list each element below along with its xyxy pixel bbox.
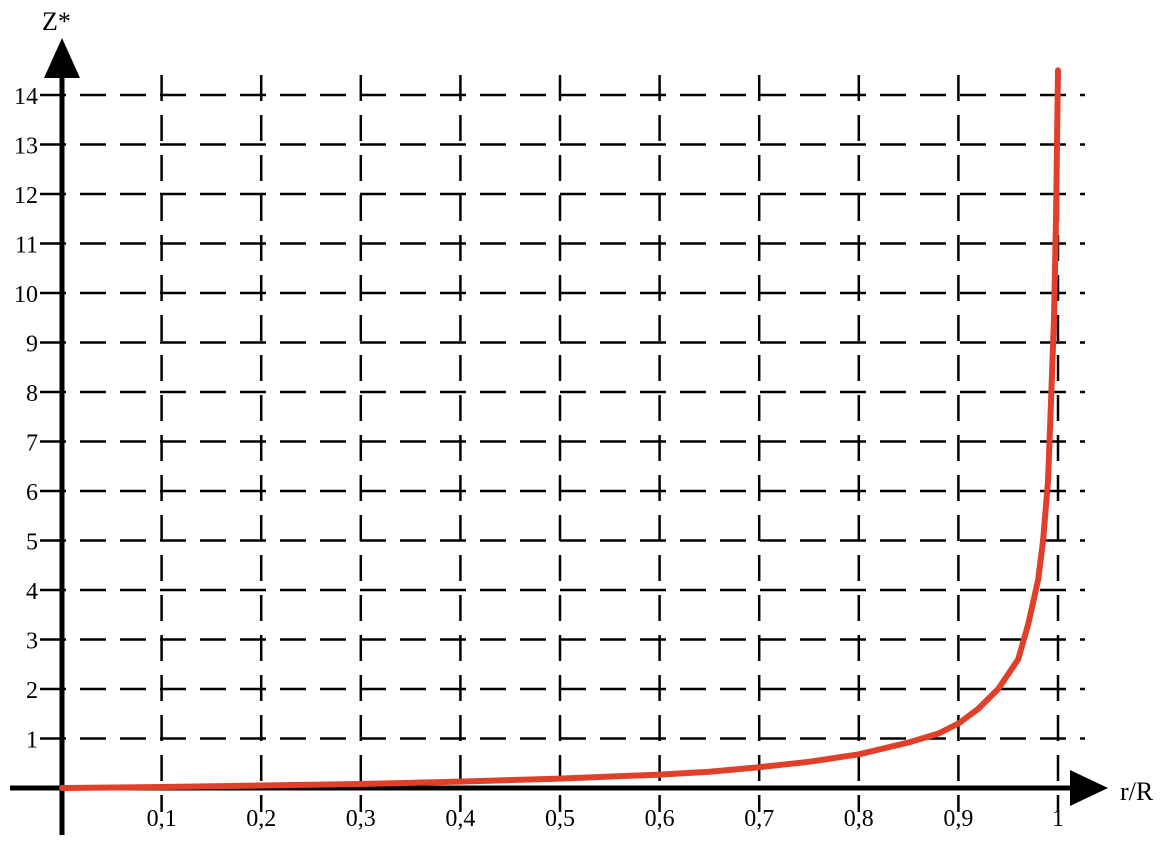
y-tick-label: 3 (26, 629, 38, 655)
series-group (59, 67, 1061, 791)
x-tick-label: 0,9 (943, 806, 973, 832)
y-tick-label: 1 (26, 728, 38, 754)
x-tick-label: 0,5 (545, 806, 575, 832)
y-axis-arrow (44, 38, 80, 78)
series-line (59, 67, 1061, 791)
x-tick-label: 1 (1052, 806, 1064, 832)
y-tick-label: 4 (26, 579, 38, 605)
x-tick-label: 0,3 (346, 806, 376, 832)
x-axis-title: r/R (1120, 777, 1154, 806)
x-tick-label: 0,2 (246, 806, 276, 832)
x-tick-label: 0,6 (645, 806, 675, 832)
y-tick-label: 8 (26, 381, 38, 407)
x-axis-arrow (1070, 770, 1108, 806)
x-tick-labels: 0,1 0,2 0,3 0,4 0,5 0,6 0,7 0,8 0,9 1 (147, 806, 1064, 832)
y-tick-label: 12 (14, 183, 38, 209)
x-tick-label: 0,7 (744, 806, 774, 832)
y-tick-label: 14 (14, 84, 38, 110)
y-tick-label: 6 (26, 480, 38, 506)
y-tick-label: 11 (15, 233, 38, 259)
x-tick-label: 0,1 (147, 806, 177, 832)
x-tick-label: 0,4 (445, 806, 475, 832)
grid (40, 75, 1085, 812)
y-tick-label: 10 (14, 282, 38, 308)
y-tick-label: 5 (26, 530, 38, 556)
y-tick-label: 13 (14, 134, 38, 160)
y-axis-title: Z* (42, 7, 71, 36)
y-tick-label: 7 (26, 431, 38, 457)
y-tick-label: 9 (26, 332, 38, 358)
y-tick-label: 2 (26, 678, 38, 704)
x-tick-label: 0,8 (844, 806, 874, 832)
